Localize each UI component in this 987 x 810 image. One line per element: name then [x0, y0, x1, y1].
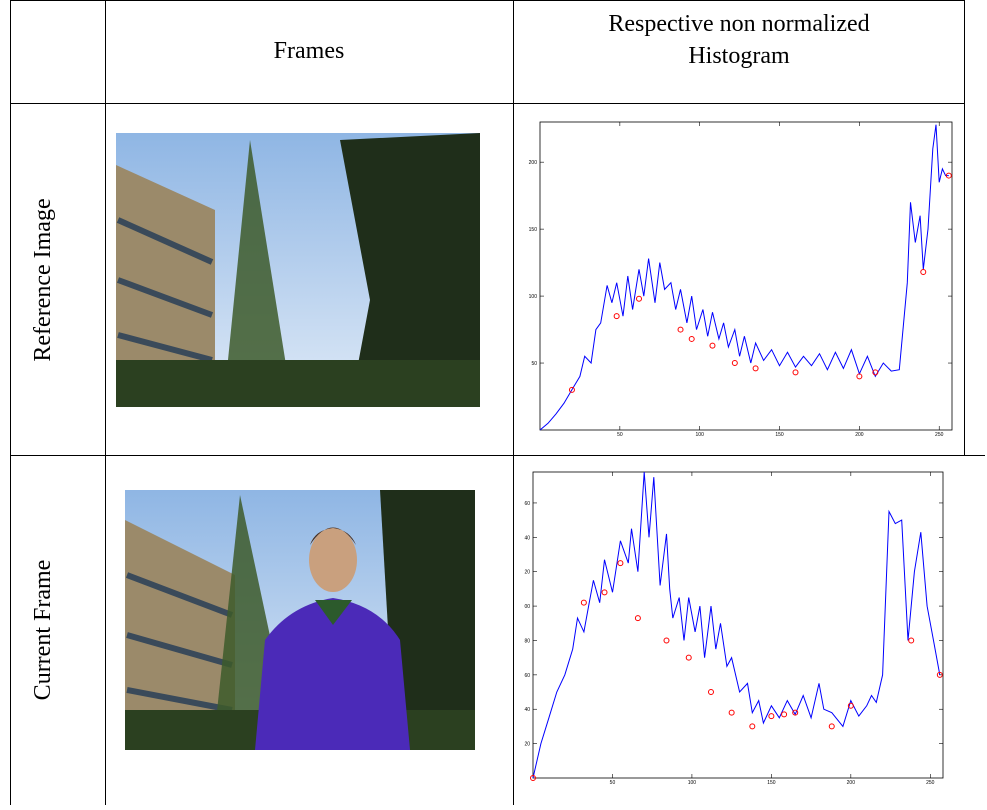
y-tick-label: 40: [524, 707, 530, 713]
minimum-marker: [708, 690, 713, 695]
header-histogram: Respective non normalized Histogram: [520, 8, 958, 72]
minimum-marker: [710, 343, 715, 348]
minimum-marker: [732, 361, 737, 366]
minimum-marker: [729, 710, 734, 715]
y-tick-label: 20: [524, 742, 530, 748]
minimum-marker: [753, 366, 758, 371]
header-frames: Frames: [274, 38, 345, 64]
x-tick-label: 250: [935, 432, 944, 438]
y-tick-label: 50: [531, 361, 537, 367]
row-label: Reference Image: [30, 198, 56, 361]
header-histogram-box: Respective non normalized Histogram: [520, 8, 958, 98]
y-tick-label: 200: [529, 160, 538, 166]
minimum-marker: [635, 616, 640, 621]
minimum-marker: [686, 655, 691, 660]
y-tick-label: 80: [524, 638, 530, 644]
plot-frame: [540, 122, 952, 430]
y-tick-label: 60: [524, 673, 530, 679]
y-tick-label: 20: [524, 570, 530, 576]
minimum-marker: [618, 561, 623, 566]
current-photo: [125, 490, 475, 750]
x-tick-label: 50: [617, 432, 623, 438]
x-tick-label: 100: [688, 780, 697, 786]
plot-frame: [533, 472, 943, 778]
x-tick-label: 200: [847, 780, 856, 786]
x-tick-label: 250: [926, 780, 935, 786]
minimum-marker: [921, 269, 926, 274]
minimum-marker: [689, 336, 694, 341]
histogram-line: [533, 472, 940, 778]
y-tick-label: 40: [524, 535, 530, 541]
minimum-marker: [614, 314, 619, 319]
minimum-marker: [750, 724, 755, 729]
minimum-marker: [769, 714, 774, 719]
minimum-marker: [602, 590, 607, 595]
minimum-marker: [793, 370, 798, 375]
minimum-marker: [782, 712, 787, 717]
y-tick-label: 100: [529, 294, 538, 300]
minimum-marker: [581, 600, 586, 605]
x-tick-label: 100: [696, 432, 705, 438]
minimum-marker: [637, 296, 642, 301]
x-tick-label: 200: [855, 432, 864, 438]
minimum-marker: [909, 638, 914, 643]
x-tick-label: 150: [767, 780, 776, 786]
table: Frames Respective non normalized Histogr…: [0, 0, 987, 805]
minimum-marker: [664, 638, 669, 643]
page: Frames Respective non normalized Histogr…: [0, 0, 987, 805]
x-tick-label: 50: [610, 780, 616, 786]
x-tick-label: 150: [775, 432, 784, 438]
y-tick-label: 60: [524, 501, 530, 507]
minimum-marker: [829, 724, 834, 729]
row-label: Current Frame: [30, 560, 56, 701]
reference-photo: [116, 133, 480, 407]
y-tick-label: 150: [529, 227, 538, 233]
minimum-marker: [678, 327, 683, 332]
y-tick-label: 00: [524, 604, 530, 610]
histogram-line: [540, 125, 949, 430]
